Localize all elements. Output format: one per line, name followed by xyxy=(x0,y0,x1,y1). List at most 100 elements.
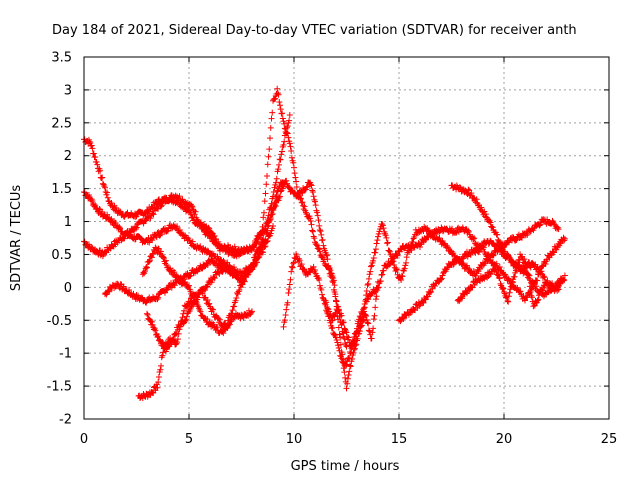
data-point xyxy=(493,260,500,267)
data-point xyxy=(121,235,128,242)
data-point xyxy=(372,246,379,253)
data-point xyxy=(373,293,380,300)
data-point xyxy=(312,202,319,209)
data-point xyxy=(150,211,157,218)
data-point xyxy=(501,248,508,255)
data-point xyxy=(316,222,323,229)
data-point xyxy=(550,248,557,255)
data-point xyxy=(452,229,459,236)
data-point xyxy=(393,266,400,272)
data-point xyxy=(152,327,159,334)
data-point xyxy=(104,211,111,218)
data-point xyxy=(350,338,357,345)
data-point xyxy=(89,197,96,204)
data-point xyxy=(350,349,357,356)
data-point xyxy=(276,99,283,106)
data-point xyxy=(386,247,393,254)
data-point xyxy=(298,261,305,268)
data-point xyxy=(126,286,132,293)
data-point xyxy=(529,294,535,301)
data-point xyxy=(141,268,148,275)
data-point xyxy=(288,263,295,270)
data-point xyxy=(100,181,107,188)
data-point xyxy=(361,308,367,315)
data-point xyxy=(277,188,284,195)
data-point xyxy=(368,263,374,270)
data-points xyxy=(81,85,568,402)
data-point xyxy=(534,297,541,304)
data-point xyxy=(234,291,241,298)
data-point xyxy=(508,258,515,265)
y-tick-label: 0 xyxy=(64,281,72,296)
data-point xyxy=(268,200,275,207)
data-point xyxy=(417,241,424,248)
data-point xyxy=(117,225,123,232)
data-point xyxy=(229,307,236,314)
data-point xyxy=(310,193,317,200)
data-point xyxy=(382,232,389,239)
data-point xyxy=(244,272,251,279)
data-point xyxy=(241,278,248,285)
data-point xyxy=(403,254,410,261)
data-point xyxy=(151,326,157,333)
data-point xyxy=(92,154,99,161)
data-point xyxy=(310,233,317,240)
data-point xyxy=(192,208,199,215)
data-point xyxy=(309,228,316,235)
data-point xyxy=(561,235,568,242)
data-point xyxy=(186,282,192,289)
data-point xyxy=(133,213,140,220)
data-point xyxy=(299,199,306,206)
data-point xyxy=(315,217,322,224)
data-point xyxy=(555,286,562,293)
data-point xyxy=(405,249,412,256)
data-point xyxy=(268,115,275,122)
data-point xyxy=(561,277,568,284)
data-point xyxy=(157,366,164,373)
data-point xyxy=(284,180,290,187)
data-point xyxy=(342,374,349,381)
data-point xyxy=(264,237,271,244)
data-point xyxy=(348,343,355,350)
data-point xyxy=(533,283,540,290)
data-point xyxy=(154,204,161,211)
data-point xyxy=(280,183,287,190)
data-point xyxy=(282,128,289,135)
data-point xyxy=(525,271,532,278)
data-point xyxy=(372,304,379,311)
data-point xyxy=(422,237,429,244)
data-point xyxy=(265,212,272,219)
data-point xyxy=(410,235,417,242)
data-point xyxy=(204,316,211,323)
data-point xyxy=(206,300,213,307)
data-point xyxy=(438,276,444,283)
data-point xyxy=(428,229,435,236)
data-point xyxy=(323,299,330,306)
data-point xyxy=(299,190,306,197)
data-point xyxy=(334,339,341,346)
data-point xyxy=(521,256,528,263)
data-point xyxy=(262,243,269,250)
data-point xyxy=(560,234,567,241)
y-tick-label: 2 xyxy=(64,149,72,164)
data-point xyxy=(494,271,501,278)
data-point xyxy=(330,279,337,286)
data-point xyxy=(197,221,204,228)
data-point xyxy=(211,275,218,282)
data-point xyxy=(390,258,397,265)
data-point xyxy=(384,240,391,247)
data-point xyxy=(208,234,215,241)
data-point xyxy=(194,217,201,224)
data-point xyxy=(489,224,496,231)
data-point xyxy=(260,236,267,243)
data-point xyxy=(160,254,167,261)
data-point xyxy=(353,333,360,340)
data-point xyxy=(332,291,339,298)
data-point xyxy=(365,280,372,287)
data-point xyxy=(104,189,111,196)
data-point xyxy=(272,203,279,210)
y-tick-label: 2.5 xyxy=(51,116,72,131)
data-point xyxy=(319,294,326,301)
data-point xyxy=(162,260,169,267)
data-point xyxy=(343,361,350,368)
